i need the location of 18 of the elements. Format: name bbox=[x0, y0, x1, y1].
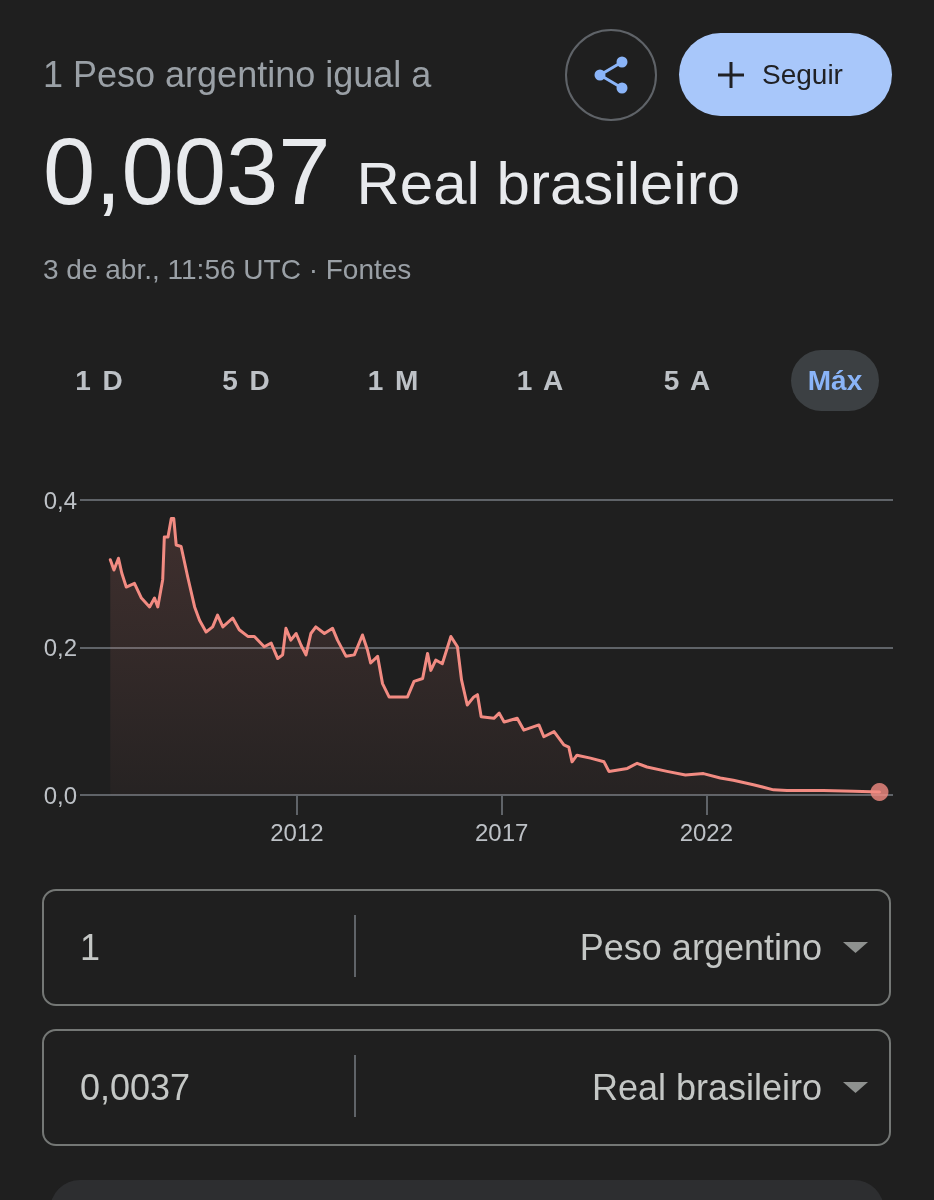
text: 5 D bbox=[221, 363, 273, 398]
text: 3 de abr., 11:56 UTC · Fontes bbox=[43, 254, 412, 285]
chart-subtitle: 0,0037 Real brasileiro bbox=[43, 119, 741, 224]
x-tick-label: 2017 bbox=[474, 818, 529, 846]
y-tick-label: 0,2 bbox=[43, 634, 77, 661]
follow-button: Seguir bbox=[679, 33, 892, 116]
converter-field: 1 Peso argentino bbox=[42, 889, 891, 1006]
selected-tab: Máx bbox=[791, 350, 879, 411]
x-tick-label: 2012 bbox=[270, 818, 324, 846]
text: 5 A bbox=[662, 363, 714, 398]
text: 1 A bbox=[515, 363, 567, 398]
x-tick-label: 2022 bbox=[679, 818, 734, 846]
text: 1 M bbox=[366, 363, 422, 398]
y-tick-label: 0,4 bbox=[43, 486, 77, 514]
text: 1 D bbox=[74, 363, 126, 398]
y-tick-label: 0,0 bbox=[43, 781, 77, 809]
converter-field: 0,0037 Real brasileiro bbox=[42, 1029, 891, 1146]
chart-title: 1 Peso argentino igual a bbox=[43, 54, 432, 95]
